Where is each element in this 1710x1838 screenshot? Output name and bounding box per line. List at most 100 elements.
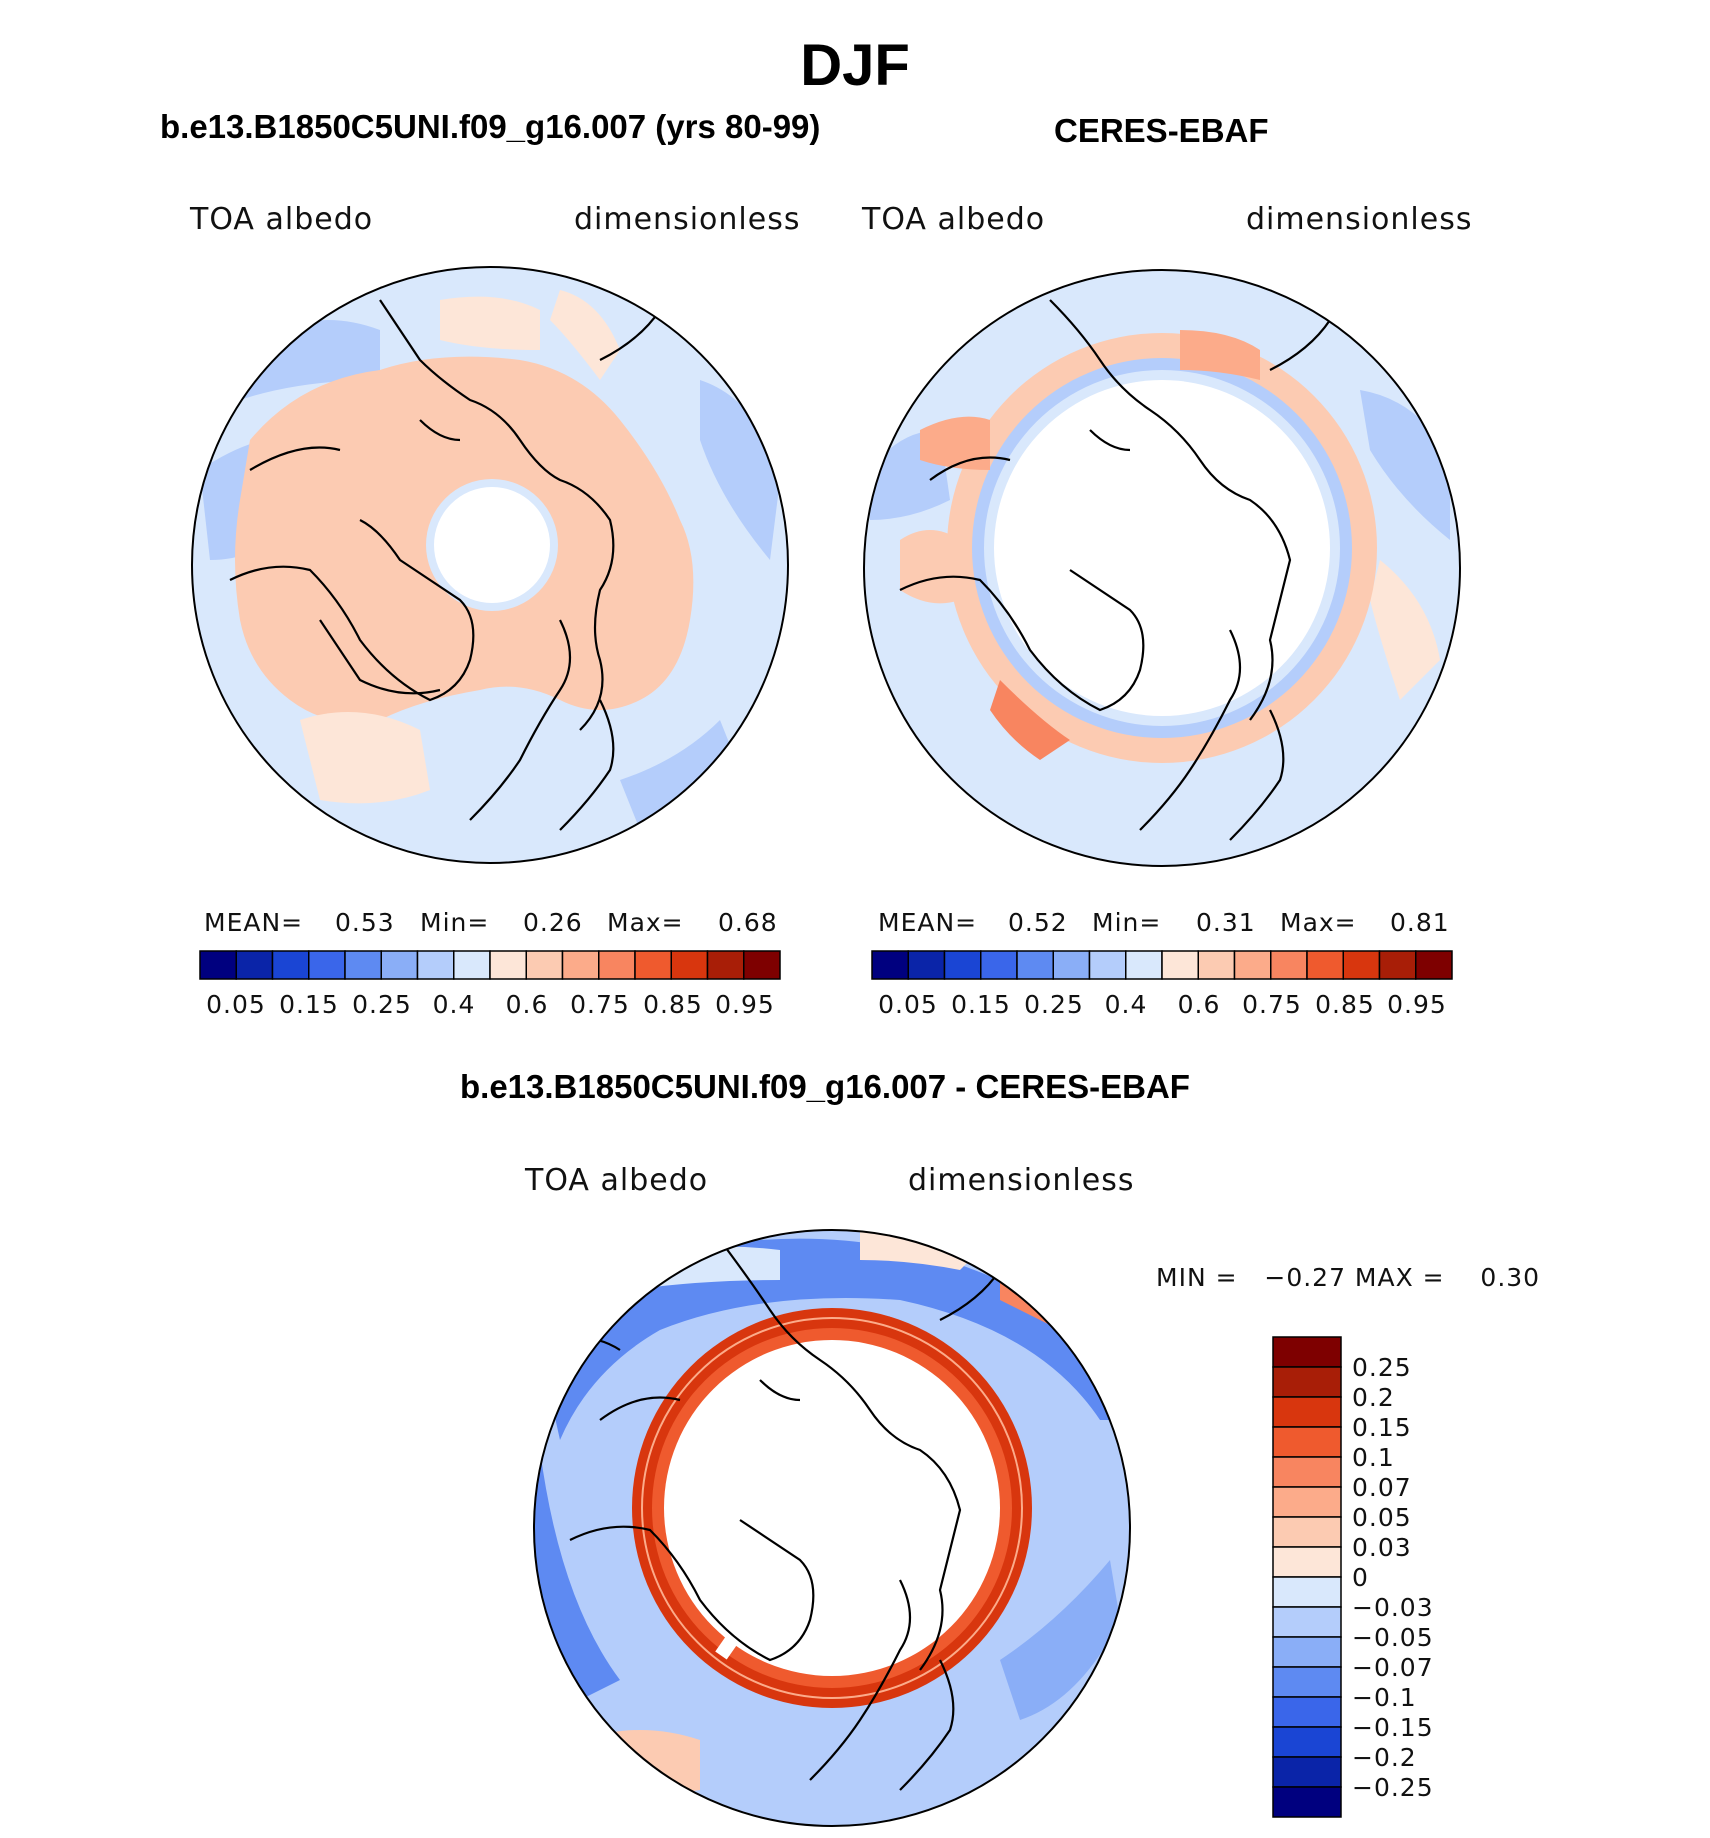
colorbar-swatch — [453, 950, 491, 980]
diff-colorbar-label: −0.2 — [1352, 1743, 1417, 1772]
colorbar-swatch — [1016, 950, 1054, 980]
colorbar-swatch — [1270, 950, 1308, 980]
diff-panel-title: b.e13.B1850C5UNI.f09_g16.007 - CERES-EBA… — [460, 1068, 1190, 1105]
colorbar-swatch — [416, 950, 455, 980]
colorbar-swatch — [525, 950, 564, 980]
colorbar-swatch — [1272, 1666, 1342, 1698]
colorbar-swatch — [1088, 950, 1127, 980]
model-mean-label: MEAN= — [204, 908, 304, 937]
obs-variable-label: TOA albedo — [862, 202, 1046, 237]
diff-minmax: MIN = −0.27 MAX = 0.30 — [1156, 1263, 1541, 1292]
obs-mean-label: MEAN= — [878, 908, 978, 937]
diff-colorbar-label: 0.03 — [1352, 1533, 1412, 1562]
colorbar-swatch — [1272, 1786, 1342, 1818]
colorbar-swatch — [743, 950, 781, 980]
colorbar-swatch — [1272, 1366, 1342, 1398]
colorbar-swatch — [1342, 950, 1381, 980]
colorbar-swatch — [598, 950, 636, 980]
model-variable-label: TOA albedo — [190, 202, 374, 237]
obs-cb-tick: 0.05 — [878, 990, 938, 1019]
obs-cb-tick: 0.15 — [951, 990, 1011, 1019]
obs-field — [864, 270, 1460, 866]
model-cb-tick: 0.95 — [715, 990, 775, 1019]
obs-max-label: Max= — [1280, 908, 1357, 937]
model-cb-tick: 0.75 — [570, 990, 630, 1019]
colorbar-swatch — [1052, 950, 1091, 980]
colorbar-swatch — [489, 950, 527, 980]
colorbar-swatch — [1272, 1516, 1342, 1548]
colorbar-swatch — [871, 950, 909, 980]
obs-cb-tick: 0.25 — [1024, 990, 1084, 1019]
model-max-value: 0.68 — [718, 908, 778, 937]
diff-colorbar-label: −0.1 — [1352, 1683, 1417, 1712]
diff-colorbar-label: −0.03 — [1352, 1593, 1434, 1622]
model-min-label: Min= — [420, 908, 490, 937]
colorbar-swatch — [1272, 1396, 1342, 1428]
colorbar-swatch — [706, 950, 745, 980]
diff-units-label: dimensionless — [908, 1163, 1135, 1198]
colorbar-swatch — [1272, 1756, 1342, 1788]
model-cb-tick: 0.4 — [432, 990, 476, 1019]
colorbar-swatch — [1197, 950, 1236, 980]
diff-colorbar-label: −0.05 — [1352, 1623, 1434, 1652]
colorbar-swatch — [1233, 950, 1272, 980]
colorbar-swatch — [1272, 1696, 1342, 1728]
diff-colorbar-label: 0 — [1352, 1563, 1369, 1592]
diff-colorbar — [1272, 1336, 1342, 1818]
model-min-value: 0.26 — [523, 908, 583, 937]
model-panel-title: b.e13.B1850C5UNI.f09_g16.007 (yrs 80-99) — [160, 108, 821, 145]
colorbar-swatch — [199, 950, 237, 980]
diff-field — [534, 1230, 1130, 1826]
model-colorbar — [199, 950, 781, 980]
colorbar-swatch — [634, 950, 672, 980]
obs-units-label: dimensionless — [1246, 202, 1473, 237]
diff-colorbar-label: −0.25 — [1352, 1773, 1434, 1802]
colorbar-swatch — [980, 950, 1018, 980]
obs-panel-title: CERES-EBAF — [1054, 112, 1269, 149]
diff-colorbar-label: 0.07 — [1352, 1473, 1412, 1502]
colorbar-swatch — [1272, 1576, 1342, 1608]
obs-cb-tick: 0.95 — [1387, 990, 1447, 1019]
model-cb-tick: 0.15 — [279, 990, 339, 1019]
model-field — [192, 267, 788, 863]
colorbar-swatch — [561, 950, 600, 980]
diff-colorbar-label: 0.1 — [1352, 1443, 1395, 1472]
diff-colorbar-label: 0.25 — [1352, 1353, 1412, 1382]
colorbar-swatch — [344, 950, 382, 980]
colorbar-swatch — [1272, 1426, 1342, 1458]
colorbar-swatch — [670, 950, 709, 980]
colorbar-swatch — [1415, 950, 1453, 980]
obs-max-value: 0.81 — [1390, 908, 1450, 937]
model-cb-tick: 0.85 — [643, 990, 703, 1019]
colorbar-swatch — [1272, 1726, 1342, 1758]
colorbar-swatch — [271, 950, 310, 980]
model-cb-tick: 0.25 — [352, 990, 412, 1019]
figure-title: DJF — [800, 33, 910, 98]
obs-min-value: 0.31 — [1196, 908, 1256, 937]
colorbar-swatch — [1272, 1486, 1342, 1518]
colorbar-swatch — [308, 950, 346, 980]
model-mean-value: 0.53 — [335, 908, 395, 937]
obs-mean-value: 0.52 — [1008, 908, 1068, 937]
obs-cb-tick: 0.75 — [1242, 990, 1302, 1019]
colorbar-swatch — [1272, 1546, 1342, 1578]
obs-colorbar — [871, 950, 1453, 980]
colorbar-swatch — [1272, 1336, 1342, 1368]
obs-min-label: Min= — [1092, 908, 1162, 937]
model-max-label: Max= — [607, 908, 684, 937]
diff-colorbar-label: −0.07 — [1352, 1653, 1434, 1682]
model-units-label: dimensionless — [574, 202, 801, 237]
colorbar-swatch — [907, 950, 946, 980]
colorbar-swatch — [1272, 1456, 1342, 1488]
model-cb-tick: 0.6 — [505, 990, 549, 1019]
diff-colorbar-label: −0.15 — [1352, 1713, 1434, 1742]
obs-cb-tick: 0.6 — [1177, 990, 1221, 1019]
colorbar-swatch — [380, 950, 419, 980]
obs-cb-tick: 0.85 — [1315, 990, 1375, 1019]
diff-colorbar-label: 0.2 — [1352, 1383, 1395, 1412]
colorbar-swatch — [1161, 950, 1199, 980]
colorbar-swatch — [235, 950, 274, 980]
colorbar-swatch — [1306, 950, 1344, 980]
colorbar-swatch — [1378, 950, 1417, 980]
model-cb-tick: 0.05 — [206, 990, 266, 1019]
